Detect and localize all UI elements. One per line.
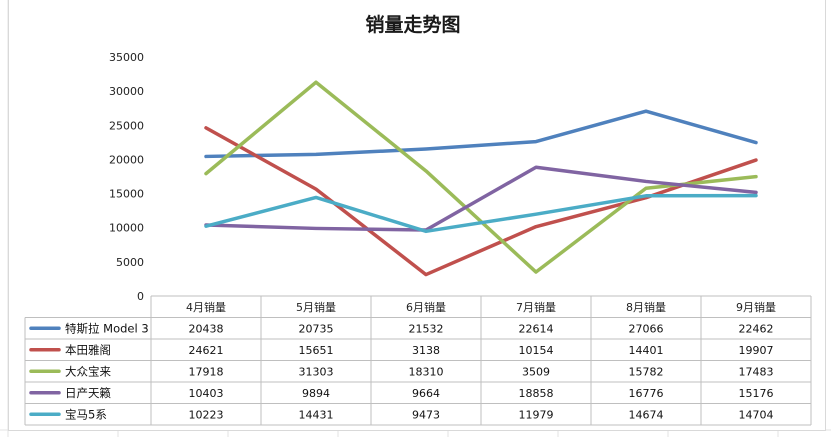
x-category-label: 5月销量 — [296, 300, 336, 314]
table-cell: 17918 — [189, 365, 224, 378]
y-tick-label: 20000 — [109, 153, 144, 166]
chart-area[interactable]: 销量走势图 0 5000 10000 15000 20000 25000 30000 3500… — [8, 0, 826, 431]
table-cell: 9894 — [302, 387, 330, 400]
y-tick-label: 35000 — [109, 51, 144, 64]
table-cell: 18858 — [519, 387, 554, 400]
series-line — [204, 165, 758, 232]
table-cell: 16776 — [629, 387, 664, 400]
plot-lines — [204, 80, 758, 277]
table-cell: 27066 — [629, 322, 664, 335]
table-cell: 14704 — [739, 408, 774, 421]
legend-entry: 宝马5系 — [65, 407, 107, 421]
series-line — [204, 193, 758, 234]
legend-entry: 特斯拉 Model 3 — [65, 321, 149, 335]
table-cell: 14431 — [299, 408, 334, 421]
table-cell: 14674 — [629, 408, 664, 421]
table-cell: 22462 — [739, 322, 774, 335]
series-line — [204, 126, 758, 277]
table-cell: 31303 — [299, 365, 334, 378]
table-cell: 9664 — [412, 387, 440, 400]
x-category-label: 6月销量 — [406, 300, 446, 314]
y-tick-label: 10000 — [109, 222, 144, 235]
table-cell: 11979 — [519, 408, 554, 421]
table-cell: 10223 — [189, 408, 224, 421]
series-line — [204, 80, 758, 274]
chart-title: 销量走势图 — [365, 13, 460, 36]
x-category-label: 8月销量 — [626, 300, 666, 314]
y-tick-label: 15000 — [109, 188, 144, 201]
legend-entry: 大众宝来 — [65, 364, 111, 378]
table-cell: 3509 — [522, 365, 550, 378]
table-cell: 20438 — [189, 322, 224, 335]
table-cell: 10403 — [189, 387, 224, 400]
x-category-label: 4月销量 — [186, 300, 226, 314]
table-cell: 17483 — [739, 365, 774, 378]
table-cell: 24621 — [189, 344, 224, 357]
y-tick-label: 5000 — [116, 256, 144, 269]
table-cell: 15651 — [299, 344, 334, 357]
y-tick-label: 25000 — [109, 119, 144, 132]
x-category-label: 9月销量 — [736, 300, 776, 314]
table-cell: 20735 — [299, 322, 334, 335]
series-line — [204, 109, 758, 159]
table-cell: 3138 — [412, 344, 440, 357]
line-chart: 销量走势图 0 5000 10000 15000 20000 25000 30000 3500… — [24, 13, 812, 426]
x-category-label: 7月销量 — [516, 300, 556, 314]
table-cell: 19907 — [739, 344, 774, 357]
table-cell: 10154 — [519, 344, 554, 357]
table-cell: 22614 — [519, 322, 554, 335]
table-cell: 18310 — [409, 365, 444, 378]
y-tick-label: 0 — [137, 290, 144, 303]
table-cell: 15176 — [739, 387, 774, 400]
table-cell: 9473 — [412, 408, 440, 421]
table-cell: 14401 — [629, 344, 664, 357]
legend-entry: 本田雅阁 — [65, 343, 111, 357]
table-cell: 21532 — [409, 322, 444, 335]
y-axis: 0 5000 10000 15000 20000 25000 30000 35000 — [109, 51, 144, 303]
legend-entry: 日产天籁 — [65, 386, 111, 400]
y-tick-label: 30000 — [109, 85, 144, 98]
table-cell: 15782 — [629, 365, 664, 378]
